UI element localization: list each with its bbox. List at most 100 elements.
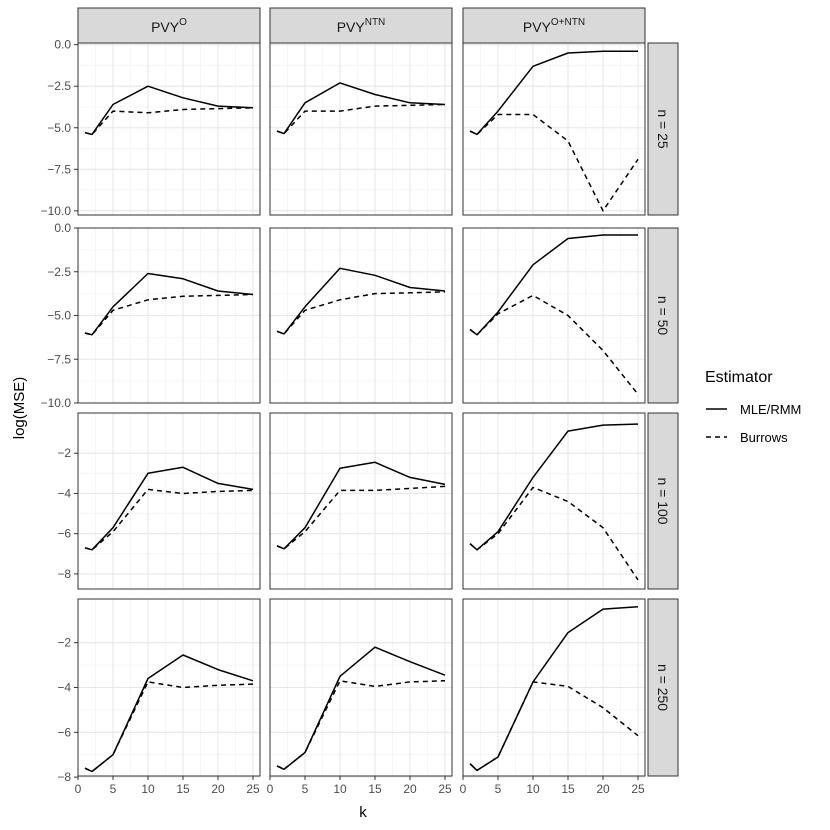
row-strip: n = 100 [647, 412, 679, 590]
panel-border [269, 598, 453, 777]
panel [462, 227, 646, 404]
column-strip: PVYO+NTN [462, 7, 646, 44]
column-strip-label: PVYNTN [337, 17, 386, 35]
y-tick-label: −2.5 [47, 265, 71, 279]
y-tick-label: −7.5 [47, 352, 71, 366]
series-line-burrows [469, 486, 639, 581]
x-tick-label: 0 [75, 782, 82, 796]
series-line-burrows [469, 113, 639, 212]
series-line-mle-rmm [84, 466, 254, 551]
panel [77, 598, 261, 778]
row-strip: n = 25 [647, 42, 679, 216]
y-tick-label: −4 [57, 681, 71, 695]
y-tick-label: −8 [57, 567, 71, 581]
panel [462, 598, 646, 778]
series-line-mle-rmm [469, 234, 638, 336]
y-axis: −2 −4 −6 −8 [57, 636, 78, 784]
legend-label-mle-rmm: MLE/RMM [740, 402, 801, 417]
column-strip: PVYO [77, 7, 261, 44]
y-axis: −2 −4 −6 −8 [57, 446, 78, 581]
panel [77, 42, 261, 216]
y-tick-label: −8 [57, 770, 71, 784]
y-tick-label: −4 [57, 486, 71, 500]
panel [462, 412, 646, 590]
column-strip-label: PVYO+NTN [523, 17, 585, 35]
panel-border [462, 227, 646, 404]
series-line-mle-rmm [84, 272, 254, 336]
x-tick-label: 15 [368, 782, 382, 796]
column-strip-base: PVY [523, 19, 552, 35]
y-tick-label: −5.0 [47, 309, 71, 323]
row-strip-background [647, 598, 679, 777]
row-strips: n = 25 n = 50 n = 100 n = 250 [647, 42, 679, 777]
row-strip-background [647, 42, 679, 216]
panel [462, 42, 646, 216]
y-tick-label: 0.0 [54, 221, 71, 235]
panel-background [78, 43, 260, 215]
series-line-mle-rmm [276, 646, 446, 771]
series-line-mle-rmm [276, 267, 446, 335]
panels-layer [77, 42, 646, 778]
y-tick-label: −2 [57, 636, 71, 650]
series-line-burrows [84, 107, 254, 136]
legend-label-burrows: Burrows [740, 430, 788, 445]
series-line-burrows [276, 291, 446, 335]
panel-border [462, 412, 646, 590]
y-tick-label: −10.0 [41, 396, 72, 410]
panel-border [269, 412, 453, 590]
panel-background [78, 413, 260, 589]
row-strip-label: n = 25 [655, 109, 671, 149]
x-tick-label: 20 [596, 782, 610, 796]
x-axis: 0 5 10 15 20 25 [267, 776, 452, 796]
panel-background [270, 43, 452, 215]
column-strip-base: PVY [337, 19, 366, 35]
panel [269, 42, 453, 216]
row-strip-background [647, 227, 679, 404]
series-line-mle-rmm [84, 85, 254, 136]
x-tick-label: 0 [267, 782, 274, 796]
x-axis-title: k [359, 804, 367, 821]
column-strip-superscript: NTN [365, 17, 386, 28]
y-axis: 0.0 −2.5 −5.0 −7.5 −10.0 [41, 221, 78, 410]
y-tick-label: −6 [57, 725, 71, 739]
legend-title: Estimator [705, 369, 773, 386]
y-tick-label: −5.0 [47, 121, 71, 135]
legend: Estimator MLE/RMM Burrows [705, 369, 801, 445]
row-strip-label: n = 250 [655, 664, 671, 711]
column-strip: PVYNTN [269, 7, 453, 44]
panel [77, 412, 261, 590]
x-tick-label: 5 [302, 782, 309, 796]
row-strip-background [647, 412, 679, 590]
series-line-burrows [469, 681, 639, 772]
x-tick-label: 10 [333, 782, 347, 796]
y-axis-title: log(MSE) [11, 377, 28, 440]
panel-border [269, 227, 453, 404]
column-strip-label: PVYO [151, 17, 187, 35]
x-tick-label: 0 [460, 782, 467, 796]
series-line-burrows [84, 293, 254, 336]
column-strip-superscript: O+NTN [551, 17, 585, 28]
y-tick-label: −6 [57, 527, 71, 541]
x-tick-label: 20 [403, 782, 417, 796]
y-tick-label: −2 [57, 446, 71, 460]
series-line-mle-rmm [276, 461, 446, 550]
x-tick-label: 25 [631, 782, 645, 796]
series-line-burrows [276, 103, 446, 135]
y-tick-label: −2.5 [47, 79, 71, 93]
column-strip-base: PVY [151, 19, 180, 35]
x-tick-label: 25 [246, 782, 260, 796]
panel-background [463, 43, 645, 215]
panel [269, 598, 453, 778]
panel-background [270, 413, 452, 589]
panel-border [77, 412, 261, 590]
x-tick-label: 15 [176, 782, 190, 796]
series-line-mle-rmm [84, 654, 254, 773]
row-strip: n = 250 [647, 598, 679, 777]
x-tick-label: 10 [526, 782, 540, 796]
y-tick-label: −10.0 [41, 204, 72, 218]
row-strip-label: n = 100 [655, 477, 671, 524]
x-tick-label: 5 [110, 782, 117, 796]
x-axis: 0 5 10 15 20 25 [75, 776, 260, 796]
panel-border [462, 598, 646, 777]
